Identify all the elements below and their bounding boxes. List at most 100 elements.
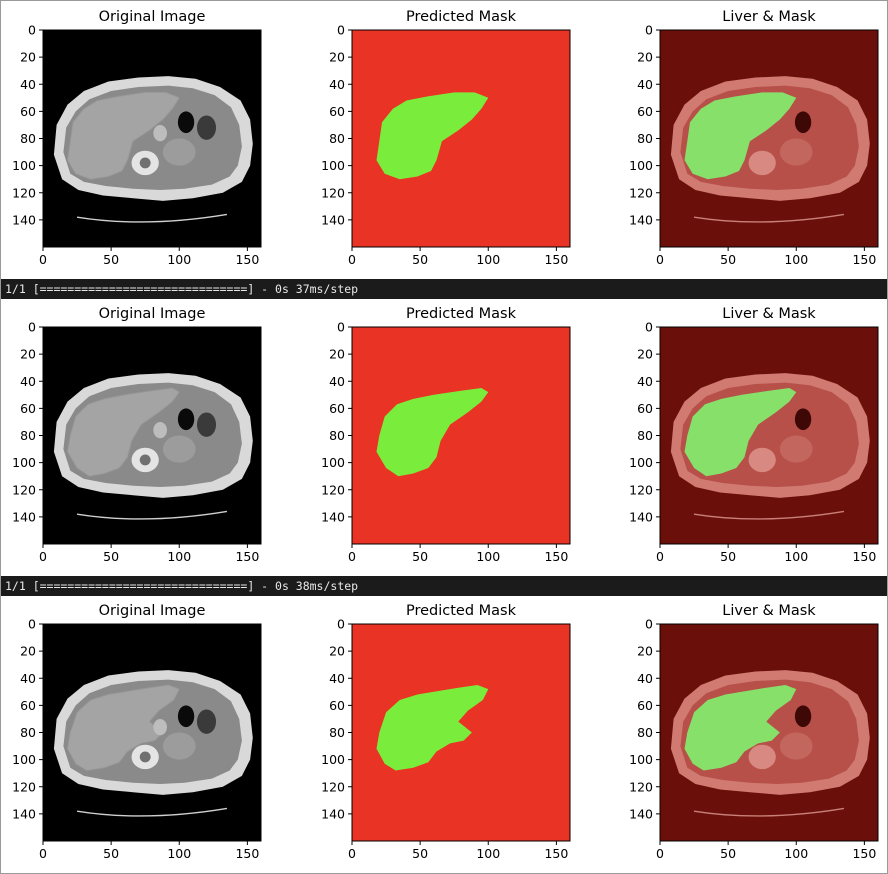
x-tick-label: 150: [544, 549, 568, 564]
y-tick-label: 60: [20, 401, 36, 416]
y-tick-label: 120: [321, 185, 345, 200]
y-tick-label: 40: [329, 374, 345, 389]
overlay-table: [693, 510, 845, 520]
y-tick-label: 0: [645, 320, 653, 335]
liver-region: [67, 388, 180, 477]
subplot-overlay: Liver & Mask 0 50 100 150 0 20 40 60 80 100 120 140: [629, 306, 879, 564]
y-tick-label: 20: [637, 50, 653, 65]
overlay-kidney: [779, 435, 813, 463]
x-tick-label: 0: [39, 549, 47, 564]
liver-region: [67, 685, 180, 771]
x-tick-label: 0: [656, 549, 664, 564]
x-tick-label: 0: [348, 549, 356, 564]
mask-liver: [376, 92, 489, 180]
subplot-title: Predicted Mask: [406, 9, 517, 25]
y-tick-label: 40: [20, 671, 36, 686]
x-tick-label: 150: [544, 252, 568, 267]
y-tick-label: 60: [329, 104, 345, 119]
y-tick-label: 100: [629, 455, 653, 470]
y-tick-label: 140: [629, 509, 653, 524]
subplot-title: Predicted Mask: [406, 603, 517, 619]
x-tick-label: 50: [103, 549, 119, 564]
y-tick-label: 40: [637, 77, 653, 92]
y-tick-label: 20: [637, 644, 653, 659]
overlay-bowel-gas: [794, 408, 812, 431]
x-tick-label: 0: [656, 252, 664, 267]
y-tick-label: 140: [12, 212, 36, 227]
x-tick-label: 50: [720, 549, 736, 564]
x-tick-label: 100: [167, 846, 191, 861]
subplot-overlay: Liver & Mask 0 50 100 150 0 20 40 60 80 100 120 140: [629, 9, 879, 267]
y-tick-label: 60: [329, 698, 345, 713]
keras-progress-log: 1/1 [==============================] - 0…: [0, 279, 888, 299]
x-tick-label: 150: [235, 846, 259, 861]
y-tick-label: 120: [629, 185, 653, 200]
y-tick-label: 0: [28, 320, 36, 335]
y-tick-label: 0: [337, 320, 345, 335]
x-tick-label: 50: [103, 846, 119, 861]
subplot-title: Original Image: [99, 603, 206, 619]
overlay-bowel-gas: [794, 111, 812, 134]
x-tick-label: 0: [348, 252, 356, 267]
spinal-canal: [139, 157, 151, 169]
y-tick-label: 20: [20, 644, 36, 659]
y-tick-label: 120: [629, 779, 653, 794]
y-tick-label: 60: [637, 401, 653, 416]
subplot-title: Liver & Mask: [722, 306, 816, 322]
y-tick-label: 40: [20, 374, 36, 389]
subplot-image: [352, 624, 570, 841]
y-tick-label: 40: [329, 77, 345, 92]
subplot-image: [43, 624, 261, 841]
keras-progress-log: 1/1 [==============================] - 0…: [0, 576, 888, 596]
x-tick-label: 50: [412, 846, 428, 861]
y-tick-label: 0: [28, 23, 36, 38]
scanner-table: [76, 510, 228, 520]
x-tick-label: 150: [852, 252, 876, 267]
subplot-image: [660, 624, 878, 841]
y-tick-label: 120: [321, 482, 345, 497]
overlay-vertebra: [748, 744, 776, 770]
subplot-image: [352, 327, 570, 544]
y-tick-label: 80: [637, 725, 653, 740]
y-tick-label: 20: [329, 50, 345, 65]
kidney: [162, 435, 196, 463]
scanner-table: [76, 807, 228, 817]
y-tick-label: 100: [321, 158, 345, 173]
x-tick-label: 50: [412, 549, 428, 564]
x-tick-label: 100: [167, 549, 191, 564]
y-tick-label: 120: [12, 779, 36, 794]
y-tick-label: 100: [321, 455, 345, 470]
x-tick-label: 100: [167, 252, 191, 267]
spinal-canal: [139, 454, 151, 466]
y-tick-label: 20: [637, 347, 653, 362]
figure-row: Original Image 0 50 100 150 0 20 40 60 80 100 120 14…: [12, 306, 879, 564]
y-tick-label: 60: [329, 401, 345, 416]
aorta: [153, 124, 167, 142]
x-tick-label: 150: [852, 846, 876, 861]
y-tick-label: 120: [629, 482, 653, 497]
y-tick-label: 140: [12, 806, 36, 821]
y-tick-label: 100: [12, 158, 36, 173]
y-tick-label: 140: [321, 509, 345, 524]
y-tick-label: 140: [321, 806, 345, 821]
x-tick-label: 150: [544, 846, 568, 861]
x-tick-label: 100: [784, 252, 808, 267]
overlay-kidney: [779, 732, 813, 760]
x-tick-label: 100: [784, 549, 808, 564]
x-tick-label: 0: [39, 846, 47, 861]
y-tick-label: 0: [337, 617, 345, 632]
y-tick-label: 80: [637, 131, 653, 146]
bowel-loops: [196, 412, 217, 437]
x-tick-label: 0: [348, 846, 356, 861]
y-tick-label: 40: [637, 374, 653, 389]
subplot-ct: Original Image 0 50 100 150 0 20 40 60 80 100 120 14…: [12, 306, 262, 564]
y-tick-label: 40: [329, 671, 345, 686]
subplot-mask: Predicted Mask 0 50 100 150 0 20 40 60 80 100 120 14…: [321, 306, 571, 564]
y-tick-label: 0: [28, 617, 36, 632]
y-tick-label: 60: [20, 698, 36, 713]
subplot-title: Predicted Mask: [406, 306, 517, 322]
mask-liver: [376, 685, 489, 771]
subplot-image: [660, 30, 878, 247]
subplot-title: Liver & Mask: [722, 9, 816, 25]
